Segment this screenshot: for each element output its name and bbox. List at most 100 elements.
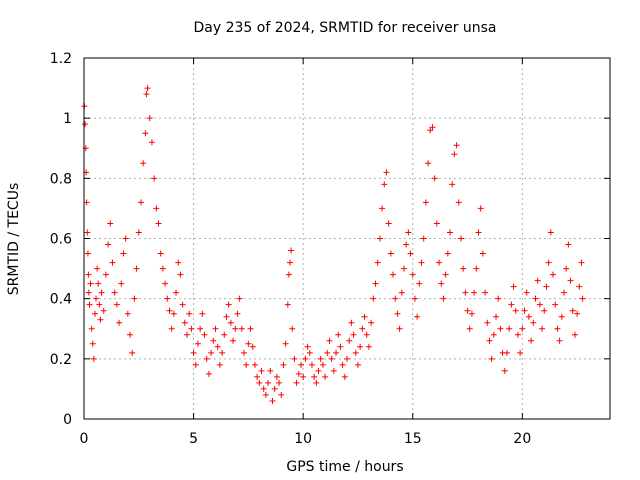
data-point: [135, 229, 142, 236]
data-point: [93, 295, 100, 302]
data-point: [302, 355, 309, 362]
data-point: [315, 367, 322, 374]
data-point: [260, 385, 267, 392]
data-point: [339, 361, 346, 368]
data-point: [155, 220, 162, 227]
data-point: [460, 265, 467, 272]
data-point: [168, 325, 175, 332]
data-point: [326, 337, 333, 344]
data-point: [273, 373, 280, 380]
data-point: [304, 343, 311, 350]
data-point: [560, 289, 567, 296]
data-point: [216, 361, 223, 368]
data-point: [173, 289, 180, 296]
data-point: [455, 199, 462, 206]
data-point: [227, 319, 234, 326]
data-point: [194, 340, 201, 347]
data-point: [368, 319, 375, 326]
data-point: [453, 142, 460, 149]
data-point: [565, 241, 572, 248]
data-point: [563, 265, 570, 272]
data-point: [116, 319, 123, 326]
data-point: [357, 343, 364, 350]
data-point: [330, 367, 337, 374]
data-point: [306, 349, 313, 356]
data-point: [105, 241, 112, 248]
data-point: [348, 319, 355, 326]
data-point: [151, 175, 158, 182]
data-point: [363, 331, 370, 338]
data-point: [278, 391, 285, 398]
data-point: [493, 313, 500, 320]
data-point: [124, 310, 131, 317]
data-point: [497, 325, 504, 332]
data-point: [199, 310, 206, 317]
data-point: [232, 325, 239, 332]
data-point: [308, 361, 315, 368]
data-point: [313, 379, 320, 386]
data-point: [379, 205, 386, 212]
data-point: [258, 367, 265, 374]
data-point: [550, 271, 557, 278]
data-point: [120, 250, 127, 257]
data-point: [311, 373, 318, 380]
data-point: [131, 295, 138, 302]
data-point: [390, 271, 397, 278]
data-point: [418, 259, 425, 266]
data-point: [190, 349, 197, 356]
data-point: [166, 307, 173, 314]
data-point: [490, 331, 497, 338]
grid-lines: [84, 58, 610, 419]
data-point: [352, 349, 359, 356]
data-point: [254, 373, 261, 380]
data-point: [127, 331, 134, 338]
data-point: [420, 235, 427, 242]
data-point: [328, 355, 335, 362]
data-point: [291, 355, 298, 362]
data-point: [293, 379, 300, 386]
data-point: [322, 373, 329, 380]
y-tick-label: 0: [63, 412, 72, 428]
data-point: [100, 307, 107, 314]
data-point: [486, 337, 493, 344]
data-point: [466, 325, 473, 332]
data-point: [567, 277, 574, 284]
data-point: [133, 265, 140, 272]
data-point: [436, 259, 443, 266]
data-point: [284, 301, 291, 308]
data-point: [337, 343, 344, 350]
data-point: [392, 295, 399, 302]
data-point: [346, 337, 353, 344]
data-point: [89, 340, 96, 347]
data-point: [205, 370, 212, 377]
data-point: [84, 229, 91, 236]
data-point: [501, 367, 508, 374]
data-point: [157, 250, 164, 257]
data-point: [192, 361, 199, 368]
data-point: [576, 283, 583, 290]
data-point: [203, 355, 210, 362]
data-point: [96, 301, 103, 308]
data-point: [170, 310, 177, 317]
data-point: [405, 229, 412, 236]
data-point: [91, 310, 98, 317]
data-point: [495, 295, 502, 302]
data-point: [129, 349, 136, 356]
data-point: [82, 121, 89, 128]
data-point: [407, 250, 414, 257]
data-point: [87, 280, 94, 287]
data-point: [208, 349, 215, 356]
data-point: [282, 340, 289, 347]
data-point: [97, 316, 104, 323]
data-point: [440, 295, 447, 302]
data-point: [429, 124, 436, 131]
x-tick-label: 5: [189, 431, 198, 447]
data-point: [510, 283, 517, 290]
data-point: [88, 325, 95, 332]
data-point: [90, 355, 97, 362]
data-point: [256, 379, 263, 386]
data-point: [140, 160, 147, 167]
data-point: [552, 301, 559, 308]
data-point: [177, 271, 184, 278]
data-point: [503, 349, 510, 356]
